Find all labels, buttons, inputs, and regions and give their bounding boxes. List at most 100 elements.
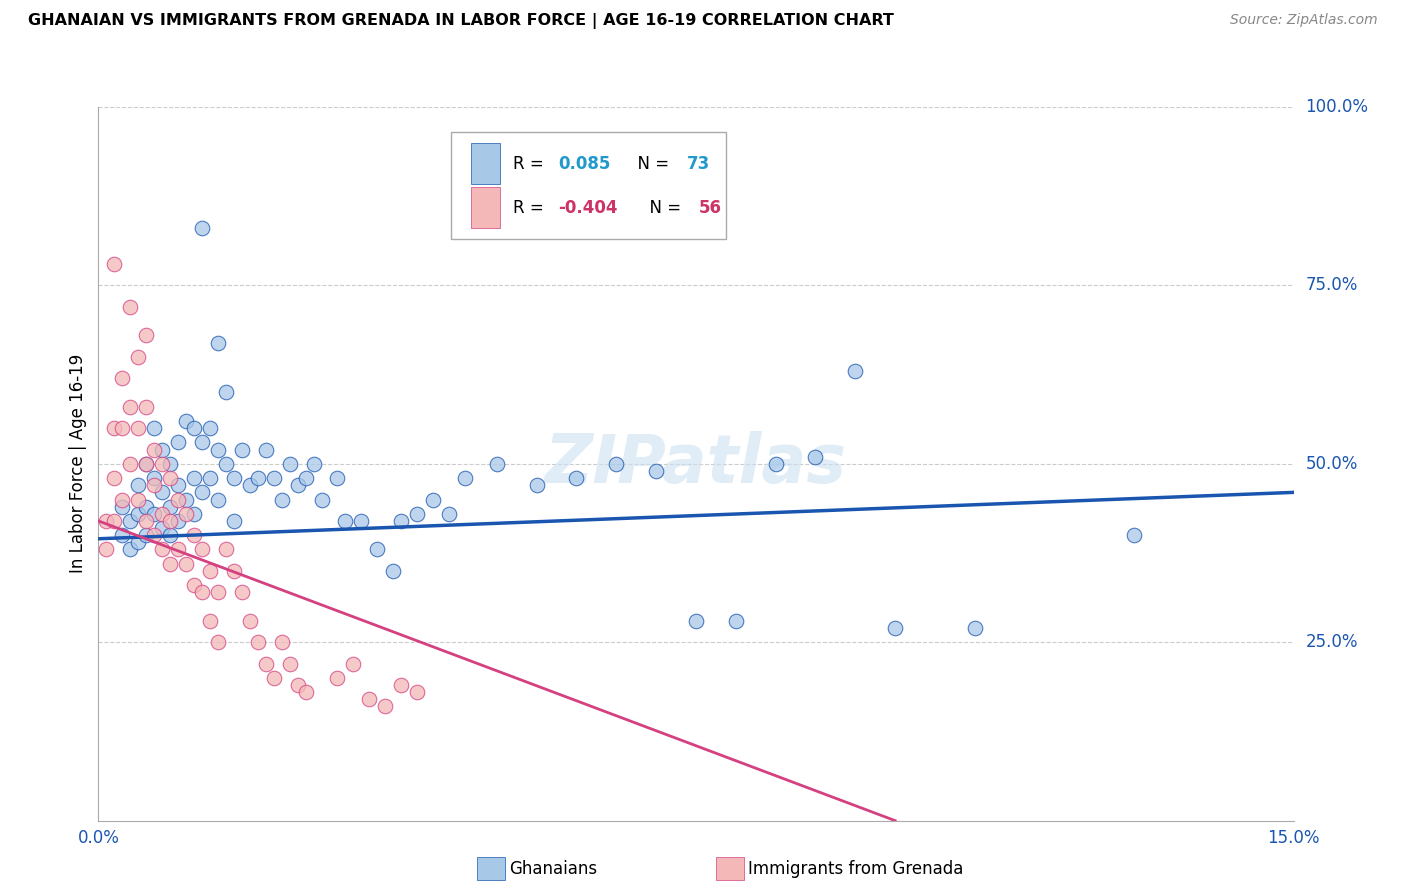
Point xyxy=(222,514,245,528)
Point xyxy=(111,500,134,514)
Point xyxy=(963,621,986,635)
Point xyxy=(143,478,166,492)
Point xyxy=(191,221,214,235)
Point xyxy=(263,671,285,685)
Point xyxy=(724,614,747,628)
Point xyxy=(150,507,173,521)
Point xyxy=(127,421,149,435)
Point xyxy=(526,478,548,492)
Point xyxy=(294,471,316,485)
Point xyxy=(565,471,588,485)
Point xyxy=(143,528,166,542)
FancyBboxPatch shape xyxy=(471,187,501,227)
Point xyxy=(294,685,316,699)
Text: GHANAIAN VS IMMIGRANTS FROM GRENADA IN LABOR FORCE | AGE 16-19 CORRELATION CHART: GHANAIAN VS IMMIGRANTS FROM GRENADA IN L… xyxy=(28,13,894,29)
Point xyxy=(127,350,149,364)
Point xyxy=(844,364,866,378)
Point xyxy=(287,478,309,492)
Point xyxy=(454,471,477,485)
Text: 56: 56 xyxy=(699,199,721,217)
Point xyxy=(270,492,292,507)
Point xyxy=(326,671,349,685)
Point xyxy=(150,542,173,557)
Point xyxy=(127,535,149,549)
Point xyxy=(167,514,190,528)
Point xyxy=(150,457,173,471)
Point xyxy=(278,657,301,671)
Point xyxy=(422,492,444,507)
Point xyxy=(191,485,214,500)
Text: 100.0%: 100.0% xyxy=(1305,98,1368,116)
Point xyxy=(135,514,157,528)
Point xyxy=(246,471,269,485)
Point xyxy=(183,421,205,435)
Point xyxy=(231,585,253,599)
Point xyxy=(183,578,205,592)
Point xyxy=(103,257,125,271)
Point xyxy=(207,442,229,457)
Point xyxy=(350,514,373,528)
Point xyxy=(167,478,190,492)
Point xyxy=(135,500,157,514)
Point xyxy=(174,507,197,521)
Point xyxy=(389,514,412,528)
Point xyxy=(374,699,396,714)
Point xyxy=(605,457,627,471)
Point xyxy=(222,564,245,578)
Point xyxy=(183,528,205,542)
Text: Source: ZipAtlas.com: Source: ZipAtlas.com xyxy=(1230,13,1378,28)
Text: R =: R = xyxy=(513,154,550,172)
Point xyxy=(804,450,827,464)
Point xyxy=(96,514,118,528)
Point xyxy=(111,371,134,385)
Point xyxy=(342,657,364,671)
Point xyxy=(167,435,190,450)
Point xyxy=(127,507,149,521)
Text: N =: N = xyxy=(638,199,686,217)
Point xyxy=(270,635,292,649)
Point xyxy=(120,542,142,557)
Text: Immigrants from Grenada: Immigrants from Grenada xyxy=(748,860,963,878)
Point xyxy=(239,478,262,492)
Point xyxy=(159,457,181,471)
Point xyxy=(246,635,269,649)
Point xyxy=(143,471,166,485)
Point xyxy=(167,542,190,557)
Point xyxy=(167,492,190,507)
Point xyxy=(174,414,197,428)
Text: 25.0%: 25.0% xyxy=(1305,633,1358,651)
Text: 75.0%: 75.0% xyxy=(1305,277,1358,294)
Text: ZIPatlas: ZIPatlas xyxy=(546,431,846,497)
Point xyxy=(884,621,907,635)
Point xyxy=(183,507,205,521)
Point xyxy=(1123,528,1146,542)
Point xyxy=(406,507,429,521)
Point xyxy=(174,557,197,571)
Point xyxy=(159,514,181,528)
Point xyxy=(183,471,205,485)
Point xyxy=(135,328,157,343)
Point xyxy=(215,385,238,400)
Point xyxy=(120,300,142,314)
Point xyxy=(215,542,238,557)
Point xyxy=(174,492,197,507)
Point xyxy=(159,500,181,514)
Point xyxy=(207,335,229,350)
Point xyxy=(198,564,221,578)
Point xyxy=(198,471,221,485)
Point xyxy=(135,457,157,471)
Point xyxy=(135,457,157,471)
Point xyxy=(120,514,142,528)
Point xyxy=(127,478,149,492)
Point xyxy=(359,692,381,706)
Point xyxy=(382,564,405,578)
Point xyxy=(111,528,134,542)
Point xyxy=(159,557,181,571)
Point xyxy=(254,657,277,671)
Point xyxy=(645,464,668,478)
Point xyxy=(311,492,333,507)
Point xyxy=(150,442,173,457)
Point xyxy=(111,421,134,435)
FancyBboxPatch shape xyxy=(471,144,501,184)
Point xyxy=(239,614,262,628)
